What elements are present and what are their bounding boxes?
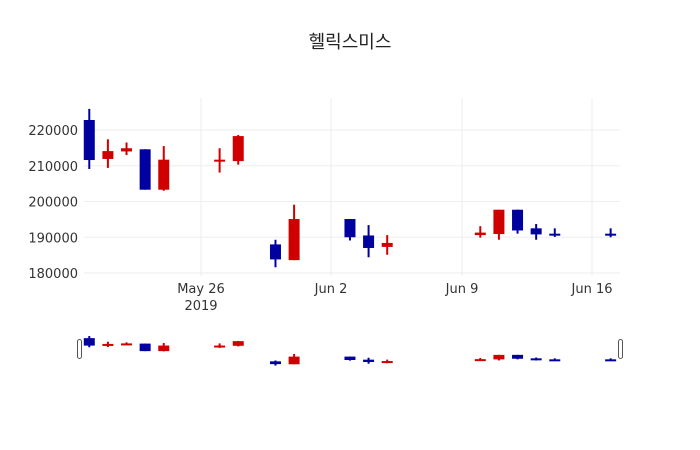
- candle[interactable]: [512, 209, 524, 234]
- candle[interactable]: [158, 343, 170, 352]
- candle[interactable]: [121, 342, 133, 346]
- candle[interactable]: [232, 340, 244, 347]
- candle[interactable]: [549, 228, 561, 237]
- y-tick-label: 200000: [28, 196, 78, 211]
- candle[interactable]: [269, 239, 281, 268]
- x-tick-label: May 26: [177, 282, 225, 297]
- y-tick-label: 210000: [28, 160, 78, 175]
- candle[interactable]: [288, 353, 300, 365]
- y-tick-label: 190000: [28, 231, 78, 246]
- candle[interactable]: [605, 358, 617, 362]
- candle[interactable]: [83, 336, 95, 348]
- candle[interactable]: [493, 209, 505, 240]
- candle[interactable]: [214, 148, 226, 173]
- candle[interactable]: [288, 204, 300, 261]
- candle[interactable]: [83, 108, 95, 169]
- candle[interactable]: [344, 356, 356, 361]
- candle[interactable]: [158, 146, 170, 191]
- candle[interactable]: [381, 235, 393, 255]
- range-handle-right[interactable]: [618, 339, 623, 359]
- x-tick-label: Jun 16: [571, 282, 613, 297]
- candle[interactable]: [512, 354, 524, 360]
- candle[interactable]: [269, 360, 281, 366]
- candle[interactable]: [549, 358, 561, 362]
- y-tick-label: 220000: [28, 124, 78, 139]
- candle[interactable]: [363, 357, 375, 364]
- candle[interactable]: [605, 228, 617, 238]
- candle[interactable]: [530, 357, 542, 361]
- candle[interactable]: [102, 139, 114, 168]
- range-handle-left[interactable]: [77, 339, 82, 359]
- candle[interactable]: [139, 149, 151, 190]
- x-tick-label: 2019: [184, 299, 217, 314]
- candle[interactable]: [344, 219, 356, 241]
- candle[interactable]: [474, 357, 486, 362]
- candle[interactable]: [474, 226, 486, 238]
- candle[interactable]: [139, 343, 151, 352]
- candle[interactable]: [214, 343, 226, 348]
- range-slider[interactable]: [77, 336, 623, 366]
- candle[interactable]: [121, 142, 133, 156]
- candle[interactable]: [102, 341, 114, 348]
- x-tick-label: Jun 9: [445, 282, 479, 297]
- candle[interactable]: [381, 359, 393, 364]
- chart-title: 헬릭스미스: [308, 32, 392, 53]
- candle[interactable]: [530, 224, 542, 240]
- candle[interactable]: [363, 225, 375, 258]
- candle[interactable]: [493, 354, 505, 361]
- x-tick-label: Jun 2: [314, 282, 348, 297]
- y-tick-label: 180000: [28, 267, 78, 282]
- candle[interactable]: [232, 135, 244, 165]
